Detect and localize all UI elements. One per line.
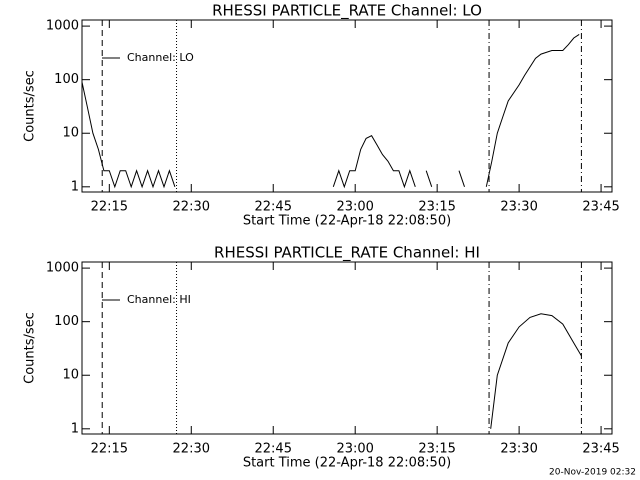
footer: 20-Nov-2019 02:32 <box>549 468 636 478</box>
x-tick-label: 23:15 <box>418 442 455 457</box>
chart-title: RHESSI PARTICLE_RATE Channel: HI <box>214 244 480 263</box>
x-tick-label: 23:15 <box>418 200 455 215</box>
x-tick-label: 23:45 <box>582 200 619 215</box>
x-tick-label: 23:30 <box>500 200 537 215</box>
x-tick-label: 22:30 <box>173 442 210 457</box>
y-tick-label: 1000 <box>46 19 79 34</box>
legend-label: Channel: HI <box>127 293 191 306</box>
y-tick-label: 1 <box>71 421 79 436</box>
legend-label: Channel: LO <box>127 51 194 64</box>
y-tick-label: 10 <box>62 368 79 383</box>
y-tick-label: 100 <box>54 314 79 329</box>
x-tick-label: 23:45 <box>582 442 619 457</box>
plot-frame <box>81 261 613 435</box>
x-tick-label: 23:30 <box>500 442 537 457</box>
y-tick-label: 10 <box>62 126 79 141</box>
x-tick-label: 22:15 <box>91 442 128 457</box>
y-tick-label: 1 <box>71 179 79 194</box>
x-tick-label: 22:45 <box>255 200 292 215</box>
data-line <box>490 313 582 429</box>
y-axis-label: Counts/sec <box>23 312 38 384</box>
y-tick-label: 100 <box>54 72 79 87</box>
plot-frame <box>81 19 613 193</box>
x-tick-label: 22:15 <box>91 200 128 215</box>
x-axis-label: Start Time (22-Apr-18 22:08:50) <box>243 214 451 229</box>
x-tick-label: 22:45 <box>255 442 292 457</box>
x-axis-label: Start Time (22-Apr-18 22:08:50) <box>243 456 451 471</box>
y-axis-label: Counts/sec <box>23 70 38 142</box>
chart-title: RHESSI PARTICLE_RATE Channel: LO <box>212 2 482 21</box>
x-tick-label: 22:30 <box>173 200 210 215</box>
data-line <box>81 33 580 189</box>
x-tick-label: 23:00 <box>336 200 373 215</box>
x-tick-label: 23:00 <box>336 442 373 457</box>
y-tick-label: 1000 <box>46 261 79 276</box>
